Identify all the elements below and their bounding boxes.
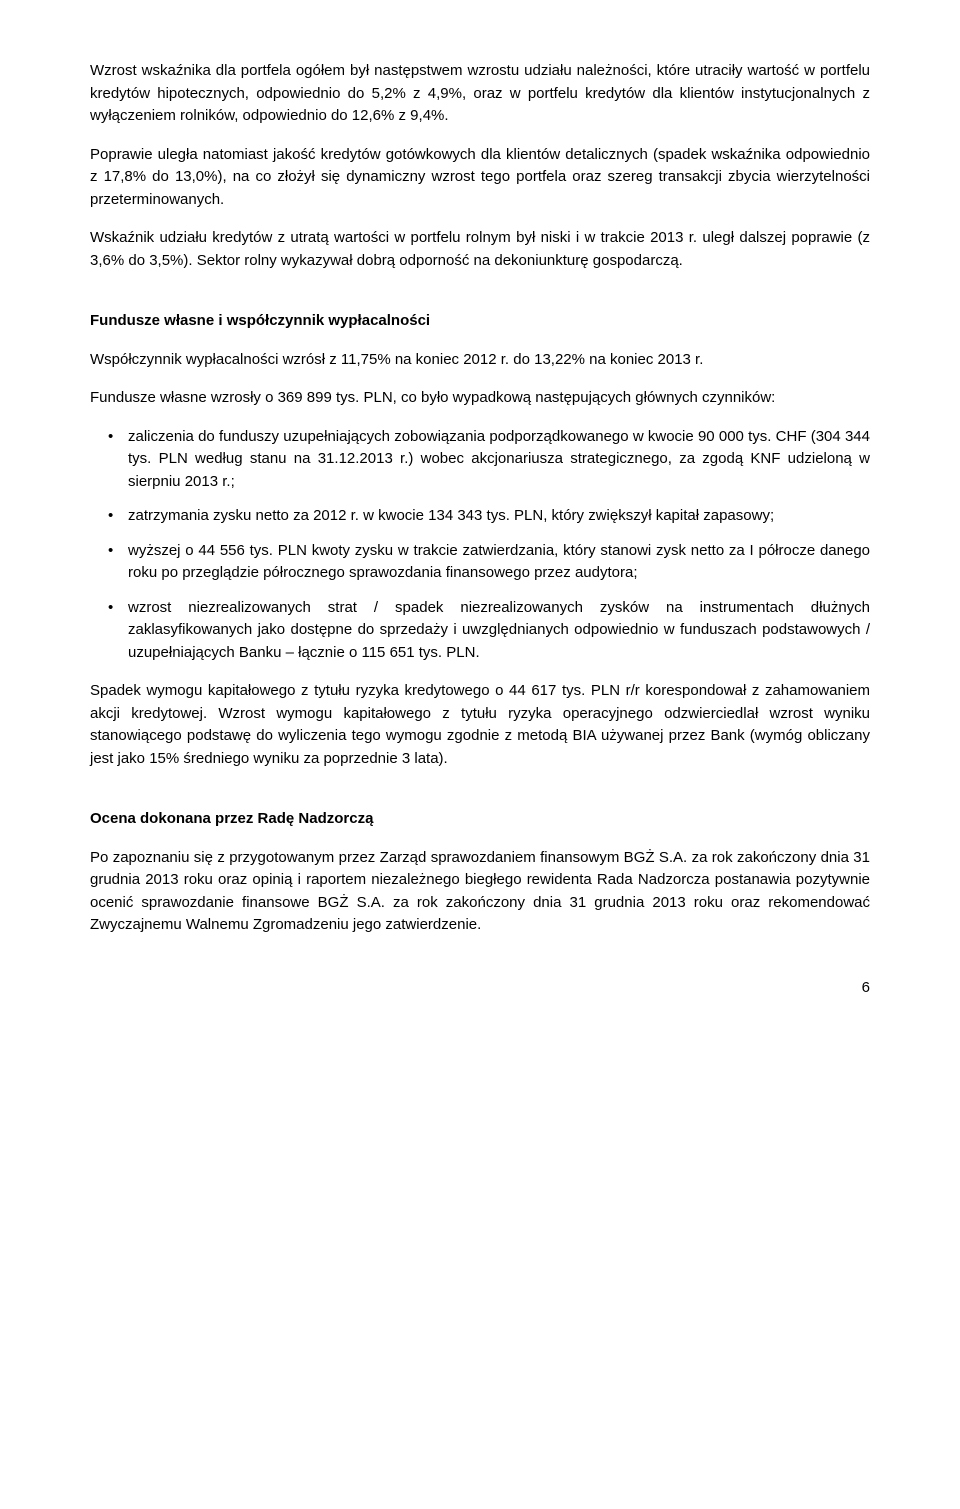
list-item: zatrzymania zysku netto za 2012 r. w kwo… — [90, 505, 870, 528]
page-number: 6 — [90, 977, 870, 1000]
list-item: wyższej o 44 556 tys. PLN kwoty zysku w … — [90, 540, 870, 585]
paragraph-intro-3: Wskaźnik udziału kredytów z utratą warto… — [90, 227, 870, 272]
paragraph-s1-2: Fundusze własne wzrosły o 369 899 tys. P… — [90, 387, 870, 410]
paragraph-s1-1: Współczynnik wypłacalności wzrósł z 11,7… — [90, 349, 870, 372]
paragraph-intro-2: Poprawie uległa natomiast jakość kredytó… — [90, 144, 870, 212]
list-item: zaliczenia do funduszy uzupełniających z… — [90, 426, 870, 494]
paragraph-intro-1: Wzrost wskaźnika dla portfela ogółem był… — [90, 60, 870, 128]
paragraph-s1-3: Spadek wymogu kapitałowego z tytułu ryzy… — [90, 680, 870, 770]
heading-ocena: Ocena dokonana przez Radę Nadzorczą — [90, 808, 870, 831]
paragraph-s2-1: Po zapoznaniu się z przygotowanym przez … — [90, 847, 870, 937]
list-item: wzrost niezrealizowanych strat / spadek … — [90, 597, 870, 665]
heading-fundusze: Fundusze własne i współczynnik wypłacaln… — [90, 310, 870, 333]
bullet-list: zaliczenia do funduszy uzupełniających z… — [90, 426, 870, 665]
